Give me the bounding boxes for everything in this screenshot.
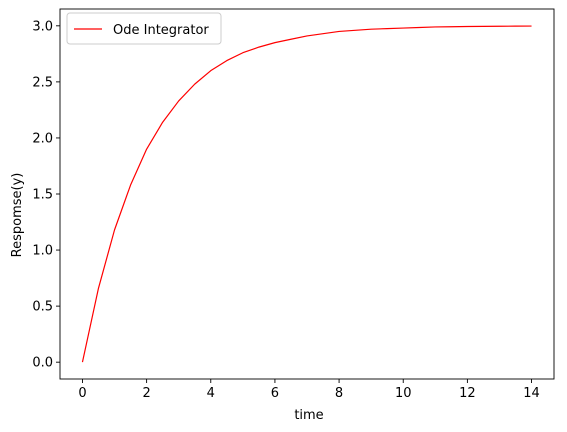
y-tick-label: 2.0: [32, 131, 53, 146]
x-tick-label: 4: [207, 386, 215, 401]
x-tick-label: 8: [335, 386, 343, 401]
y-tick-label: 3.0: [32, 19, 53, 34]
x-tick-label: 0: [78, 386, 86, 401]
plot-background: [60, 9, 554, 379]
ticks: 0 2 4 6 8 10 12 14 0.0 0.5 1.0 1.5 2.0 2.5 3.0: [32, 19, 540, 401]
y-tick-label: 2.5: [32, 75, 53, 90]
x-tick-label: 2: [142, 386, 150, 401]
y-tick-label: 1.5: [32, 188, 53, 203]
legend: Ode Integrator: [66, 12, 222, 45]
y-tick-label: 0.5: [32, 300, 53, 315]
x-tick-label: 14: [523, 386, 540, 401]
series-line-0: [81, 25, 532, 363]
x-tick-label: 6: [271, 386, 279, 401]
legend-box: [66, 12, 222, 45]
x-axis-label: time: [294, 408, 323, 423]
y-tick-label: 0.0: [32, 356, 53, 371]
y-tick-label: 1.0: [32, 244, 53, 259]
x-tick-label: 12: [459, 386, 476, 401]
series-layer: [81, 25, 532, 363]
legend-label-ode-integrator: Ode Integrator: [113, 23, 209, 38]
x-tick-label: 10: [395, 386, 412, 401]
plot-area: [60, 9, 554, 379]
y-axis-label: Respomse(y): [10, 173, 25, 258]
